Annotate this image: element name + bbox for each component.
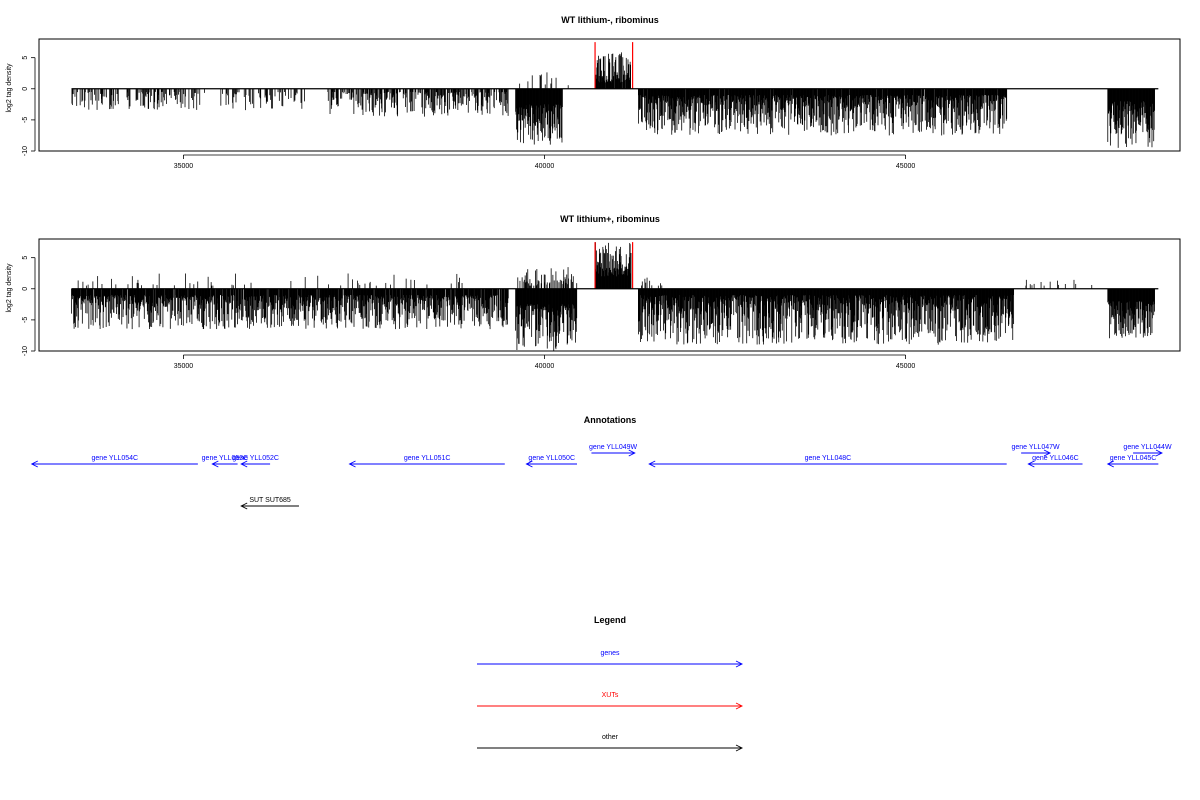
y-axis-label: log2 tag density (6, 63, 13, 113)
feature-sut-sut685: SUT SUT685 (240, 497, 299, 510)
x-axis: 35000 40000 45000 (174, 154, 916, 170)
feature-gene-yll050c: gene YLL050C (525, 455, 578, 468)
feature-arrow-head (628, 449, 636, 457)
feature-arrow-head (1027, 460, 1035, 468)
legend-item-xuts: XUTs (477, 692, 744, 710)
feature-gene-yll053c: gene YLL053C (202, 455, 249, 468)
feature-gene-yll051c: gene YLL051C (348, 455, 505, 468)
feature-arrow-head (1155, 449, 1163, 457)
feature-gene-yll054c: gene YLL054C (30, 455, 198, 468)
legend-arrow-head (735, 660, 744, 668)
feature-gene-yll046c: gene YLL046C (1027, 455, 1083, 468)
y-tick-label: 0 (22, 87, 29, 91)
legend-label: other (602, 734, 619, 741)
panel-title: WT lithium-, ribominus (561, 15, 659, 25)
x-tick-label: 40000 (535, 163, 555, 170)
y-tick-label: 0 (22, 287, 29, 291)
feature-arrow-head (1106, 460, 1114, 468)
y-tick-label: 5 (22, 56, 29, 60)
annotations-track: Annotations gene YLL054C gene YLL053Cgene… (30, 415, 1172, 510)
feature-label: gene YLL048C (805, 455, 852, 462)
feature-label: gene YLL045C (1110, 455, 1157, 462)
x-tick-label: 35000 (174, 363, 194, 370)
legend-item-genes: genes (477, 650, 744, 668)
density-bars (71, 52, 1155, 148)
legend-label: genes (600, 650, 620, 657)
xut-highlights (594, 42, 634, 89)
feature-arrow-head (648, 460, 656, 468)
y-axis: -10 -5 0 5 (22, 56, 36, 156)
feature-arrow-head (525, 460, 533, 468)
feature-label: gene YLL053C (202, 455, 249, 462)
y-tick-label: -10 (22, 146, 29, 156)
feature-gene-yll045c: gene YLL045C (1106, 455, 1159, 468)
feature-arrow-head (30, 460, 38, 468)
feature-gene-yll048c: gene YLL048C (648, 455, 1007, 468)
legend-arrow-head (735, 744, 744, 752)
feature-gene-yll052c: gene YLL052C (232, 455, 279, 468)
feature-label: gene YLL051C (404, 455, 451, 462)
x-axis: 35000 40000 45000 (174, 354, 916, 370)
plot-frame (38, 38, 1181, 152)
y-tick-label: 5 (22, 256, 29, 260)
feature-arrow-head (348, 460, 356, 468)
legend-item-other: other (477, 734, 744, 752)
annotations-title: Annotations (584, 415, 637, 425)
x-tick-label: 35000 (174, 163, 194, 170)
feature-label: gene YLL052C (232, 455, 279, 462)
plot-frame (38, 238, 1181, 352)
x-tick-label: 45000 (896, 363, 916, 370)
feature-label: SUT SUT685 (249, 497, 291, 504)
legend: Legend genes XUTs other (477, 615, 744, 752)
legend-arrow-head (735, 702, 744, 710)
track-panel-lithium-minus: WT lithium-, ribominus log2 tag density … (6, 15, 1181, 170)
y-axis: -10 -5 0 5 (22, 256, 36, 356)
feature-arrow-head (211, 460, 219, 468)
feature-arrow-head (240, 502, 248, 510)
y-tick-label: -5 (22, 117, 29, 123)
y-tick-label: -5 (22, 317, 29, 323)
feature-label: gene YLL044W (1123, 444, 1172, 451)
y-axis-label: log2 tag density (6, 263, 13, 313)
density-bars (71, 242, 1155, 351)
feature-label: gene YLL046C (1032, 455, 1079, 462)
feature-label: gene YLL050C (528, 455, 575, 462)
feature-arrow-head (240, 460, 248, 468)
feature-gene-yll047w: gene YLL047W (1011, 444, 1060, 457)
feature-label: gene YLL047W (1011, 444, 1060, 451)
panel-title: WT lithium+, ribominus (560, 214, 660, 224)
legend-title: Legend (594, 615, 626, 625)
legend-items: genes XUTs other (477, 650, 744, 752)
feature-gene-yll049w: gene YLL049W (589, 444, 638, 457)
feature-label: gene YLL049W (589, 444, 638, 451)
feature-label: gene YLL054C (92, 455, 139, 462)
x-tick-label: 40000 (535, 363, 555, 370)
track-panel-lithium-plus: WT lithium+, ribominus log2 tag density … (6, 214, 1181, 370)
feature-arrow-head (1043, 449, 1052, 457)
y-tick-label: -10 (22, 346, 29, 356)
x-tick-label: 45000 (896, 163, 916, 170)
xut-highlights (594, 242, 634, 289)
legend-label: XUTs (602, 692, 619, 699)
feature-gene-yll044w: gene YLL044W (1123, 444, 1172, 457)
